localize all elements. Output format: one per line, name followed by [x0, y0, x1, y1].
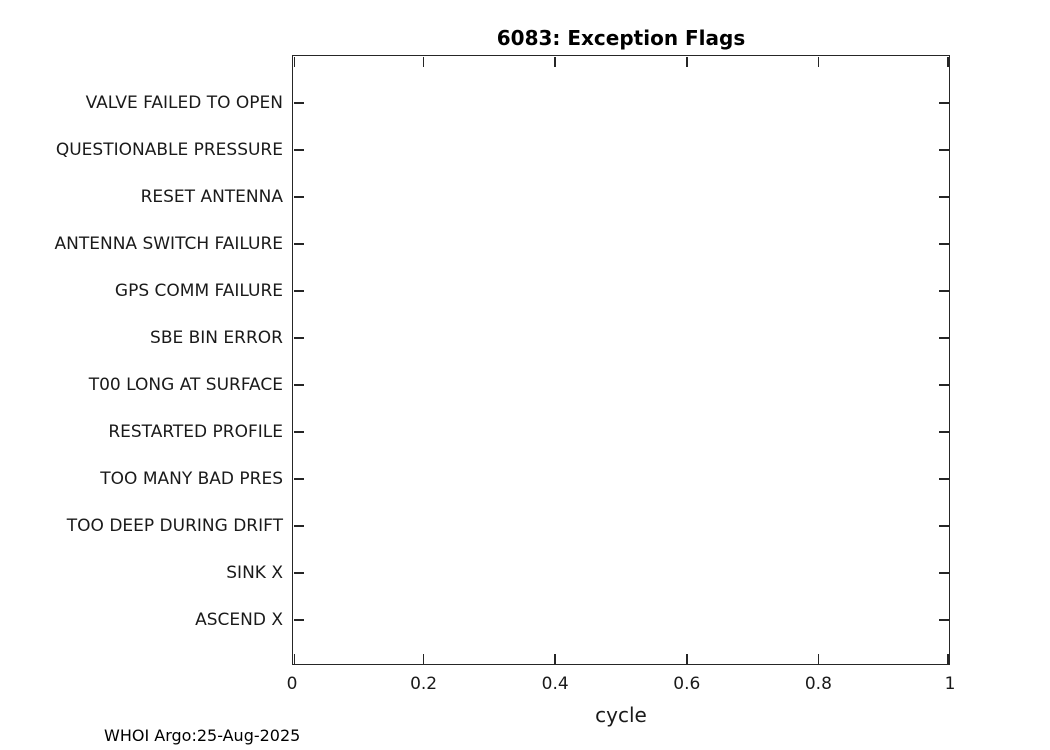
y-tick: [293, 384, 304, 386]
y-tick: [938, 525, 949, 527]
y-category-label: T00 LONG AT SURFACE: [88, 375, 283, 395]
x-tick: [293, 653, 295, 664]
chart-title: 6083: Exception Flags: [496, 26, 746, 50]
x-tick: [686, 56, 688, 67]
y-tick: [938, 572, 949, 574]
y-category-label: ASCEND X: [195, 610, 283, 630]
y-tick: [293, 431, 304, 433]
y-tick: [293, 337, 304, 339]
y-tick: [938, 149, 949, 151]
y-tick: [938, 431, 949, 433]
y-category-label: QUESTIONABLE PRESSURE: [55, 140, 283, 160]
y-category-label: SBE BIN ERROR: [150, 328, 283, 348]
x-tick-label: 0.2: [410, 674, 438, 694]
x-tick-label: 0.4: [541, 674, 569, 694]
y-tick: [293, 243, 304, 245]
y-tick: [938, 384, 949, 386]
y-tick: [293, 196, 304, 198]
y-tick: [293, 290, 304, 292]
y-category-label: GPS COMM FAILURE: [114, 281, 283, 301]
x-tick: [686, 653, 688, 664]
y-category-label: SINK X: [226, 563, 283, 583]
y-tick: [293, 149, 304, 151]
x-tick: [947, 56, 949, 67]
x-tick-label: 1: [944, 674, 956, 694]
x-tick: [422, 56, 425, 67]
y-tick: [938, 619, 949, 621]
y-category-label: TOO DEEP DURING DRIFT: [66, 516, 283, 536]
x-tick: [293, 56, 295, 67]
y-tick: [293, 102, 304, 104]
y-tick: [938, 196, 949, 198]
x-tick: [817, 653, 820, 664]
y-tick: [938, 243, 949, 245]
x-tick-label: 0.6: [673, 674, 701, 694]
y-category-label: RESTARTED PROFILE: [108, 422, 283, 442]
y-tick: [293, 478, 304, 480]
x-tick: [947, 653, 949, 664]
y-tick: [293, 572, 304, 574]
y-tick: [938, 478, 949, 480]
x-tick-label: 0: [286, 674, 298, 694]
y-category-label: ANTENNA SWITCH FAILURE: [54, 234, 283, 254]
plot-area: [292, 55, 950, 665]
y-category-label: RESET ANTENNA: [140, 187, 283, 207]
y-tick: [293, 619, 304, 621]
x-tick: [554, 56, 556, 67]
y-tick: [938, 102, 949, 104]
y-tick: [938, 290, 949, 292]
x-axis-label: cycle: [595, 703, 647, 727]
y-category-label: TOO MANY BAD PRES: [100, 469, 283, 489]
x-tick: [422, 653, 425, 664]
x-tick-label: 0.8: [804, 674, 832, 694]
y-tick: [938, 337, 949, 339]
y-tick: [293, 525, 304, 527]
y-category-label: VALVE FAILED TO OPEN: [85, 93, 283, 113]
x-tick: [817, 56, 820, 67]
x-tick: [554, 653, 556, 664]
footer-text: WHOI Argo:25-Aug-2025: [104, 726, 301, 745]
